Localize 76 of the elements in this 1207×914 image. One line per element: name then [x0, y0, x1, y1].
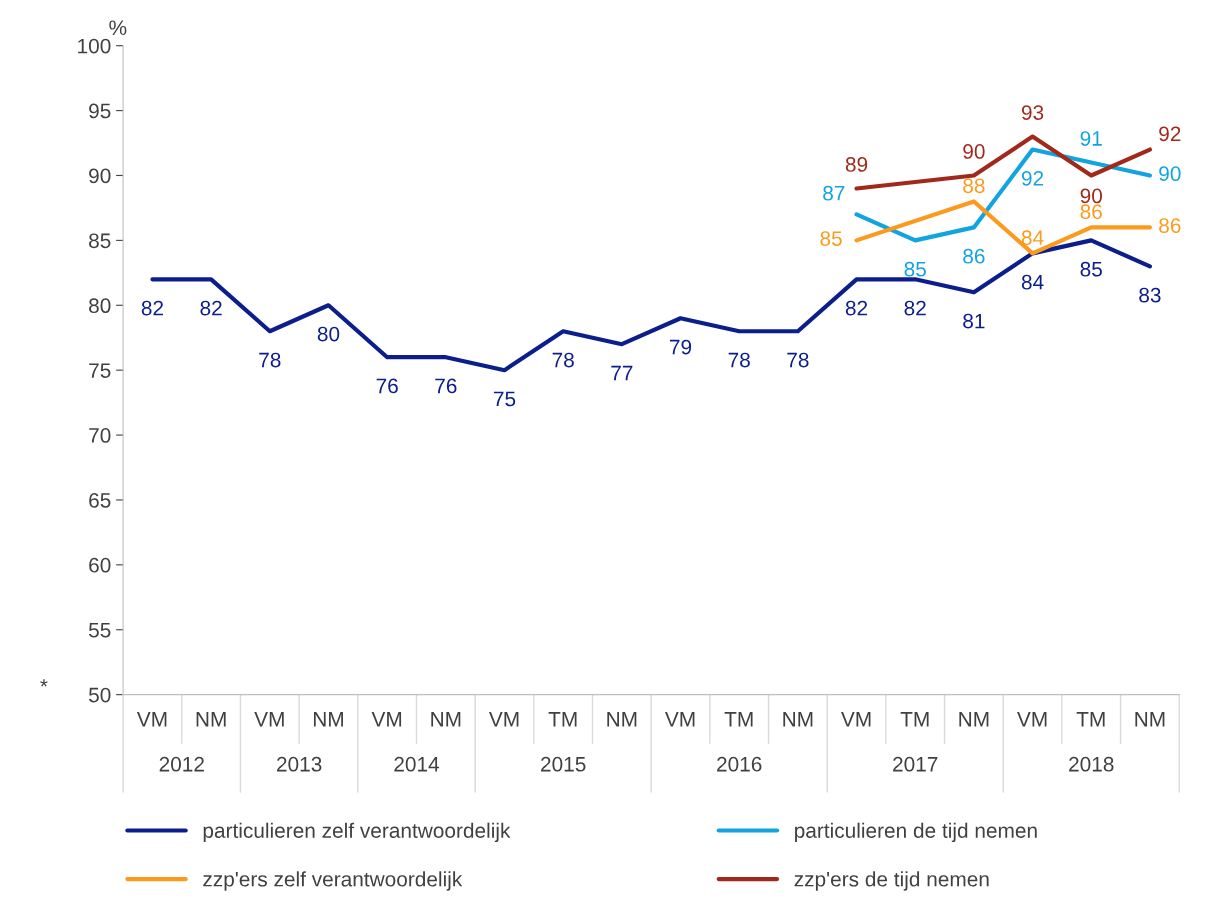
data-label: 84: [1021, 230, 1044, 246]
x-tick-label: TM: [900, 712, 929, 727]
x-tick-label: VM: [254, 712, 284, 727]
x-tick-label: NM: [783, 712, 813, 727]
y-tick-label: 90: [89, 168, 111, 184]
x-tick-label: VM: [664, 712, 695, 727]
legend-label: particulieren de tijd nemen: [795, 822, 1037, 843]
data-label: 83: [1139, 287, 1161, 303]
data-label: 90: [1080, 188, 1102, 204]
data-label: 78: [259, 352, 281, 368]
x-tick-label: VM: [1017, 712, 1047, 727]
legend-label: zzp'ers zelf verantwoordelijk: [203, 871, 463, 891]
data-label: 78: [552, 352, 574, 368]
data-label: 77: [611, 365, 633, 381]
x-tick-label: VM: [371, 712, 402, 727]
x-tick-label: NM: [313, 712, 343, 727]
text: 2015: [541, 756, 586, 772]
legend-label: zzp'ers de tijd nemen: [794, 871, 989, 891]
y-axis-title: %: [109, 20, 127, 36]
data-label: 90: [963, 144, 985, 159]
data-label: 89: [845, 157, 868, 172]
y-tick-label: 50: [88, 687, 111, 703]
y-tick-label: 65: [89, 492, 111, 508]
x-tick-label: VM: [488, 712, 519, 727]
data-label: 80: [317, 326, 340, 342]
x-tick-label: NM: [959, 712, 989, 727]
data-label: 90: [1159, 166, 1181, 182]
y-tick-label: 55: [88, 622, 111, 638]
x-tick-label: VM: [136, 712, 167, 727]
x-tick-label: NM: [1135, 712, 1165, 727]
data-label: 78: [787, 352, 809, 368]
text: 2016: [717, 756, 762, 772]
data-label: 86: [1159, 218, 1181, 233]
data-label: 88: [963, 178, 985, 194]
data-label: 92: [1159, 126, 1181, 142]
data-label: 92: [1021, 170, 1044, 186]
data-label: 86: [1080, 204, 1102, 220]
y-tick-label: 80: [89, 298, 111, 314]
y-tick-label: 85: [89, 233, 111, 249]
x-tick-label: NM: [196, 712, 226, 727]
text: 2014: [394, 756, 440, 772]
y-tick-label: 70: [89, 428, 111, 443]
data-label: 78: [728, 352, 750, 368]
y-tick-label: 100: [78, 38, 111, 54]
data-label: 82: [904, 300, 926, 316]
data-label: 85: [904, 261, 926, 277]
data-label: 85: [820, 231, 842, 246]
x-tick-label: NM: [431, 712, 461, 727]
data-label: 91: [1080, 131, 1102, 146]
text: 2018: [1069, 756, 1114, 772]
data-label: 86: [963, 248, 985, 264]
text: 2012: [159, 756, 204, 772]
legend-label: particulieren zelf verantwoordelijk: [203, 822, 511, 843]
text: 2017: [893, 756, 938, 772]
x-tick-label: TM: [724, 712, 753, 727]
y-tick-label: 75: [89, 363, 111, 378]
text: *: [40, 679, 48, 687]
data-label: 85: [1080, 261, 1102, 277]
data-label: 87: [823, 185, 845, 201]
x-tick-label: TM: [548, 712, 577, 727]
x-tick-label: NM: [607, 712, 637, 727]
data-label: 82: [845, 300, 868, 316]
text: 2013: [277, 756, 322, 772]
data-label: 76: [435, 378, 457, 394]
data-label: 75: [493, 391, 516, 407]
data-label: 82: [200, 300, 222, 316]
data-label: 79: [670, 339, 692, 355]
y-tick-label: 60: [89, 557, 111, 573]
x-tick-label: TM: [1076, 712, 1105, 727]
x-tick-label: VM: [841, 712, 871, 727]
data-label: 93: [1021, 105, 1044, 120]
data-label: 81: [963, 313, 985, 329]
data-label: 76: [376, 378, 398, 394]
data-label: 82: [141, 300, 163, 316]
data-label: 84: [1021, 274, 1044, 290]
y-tick-label: 95: [89, 103, 111, 119]
